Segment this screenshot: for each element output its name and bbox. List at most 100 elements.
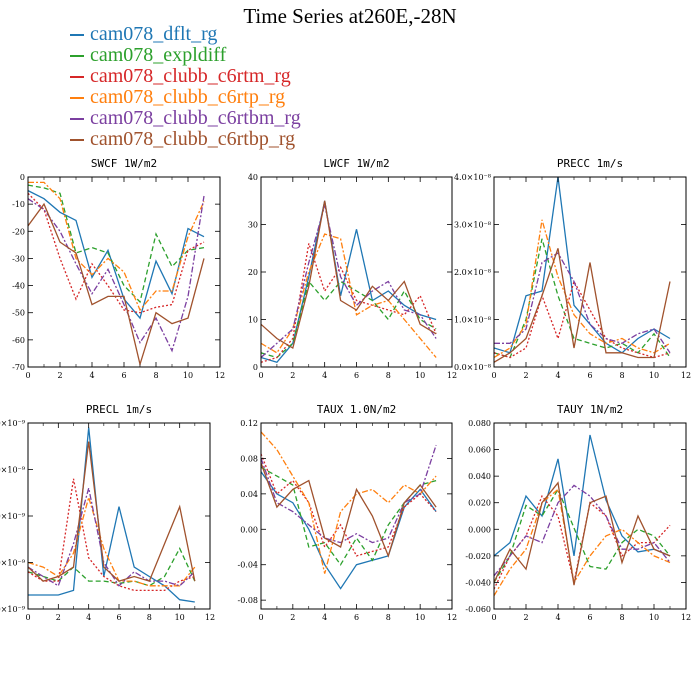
x-tick-label: 2 xyxy=(56,613,61,622)
series-line-cam078_clubb_c6rtp_rg xyxy=(28,495,196,587)
series-line-cam078_expldiff xyxy=(28,184,205,304)
legend-swatch xyxy=(70,75,84,78)
x-tick-label: 10 xyxy=(649,613,659,622)
series-line-cam078_clubb_c6rtm_rg xyxy=(28,192,205,314)
x-tick-label: 2 xyxy=(523,613,528,622)
series-line-cam078_clubb_c6rtbm_rg xyxy=(494,484,671,577)
x-tick-label: 4 xyxy=(555,371,560,380)
y-tick-label: 1.0×10⁻⁸ xyxy=(454,316,491,325)
x-tick-label: 8 xyxy=(153,371,158,380)
series-line-cam078_dflt_rg xyxy=(28,190,205,320)
y-tick-label: -0.040 xyxy=(465,578,491,587)
x-tick-label: 8 xyxy=(386,613,391,622)
y-tick-label: -20 xyxy=(12,227,25,236)
x-tick-label: 4 xyxy=(86,613,91,622)
y-tick-label: 0.020 xyxy=(468,499,491,508)
x-tick-label: 12 xyxy=(205,613,215,622)
chart-title: Time Series at260E,-28N xyxy=(243,4,457,28)
legend-label: cam078_dflt_rg xyxy=(90,23,218,45)
panel: SWCF 1W/m2 0 2 4 6 8 10 12 -70 -60 -50 -40 -30 -20 -10… xyxy=(12,157,225,380)
series-line-cam078_clubb_c6rtp_rg xyxy=(261,233,437,358)
x-tick-label: 0 xyxy=(491,613,496,622)
x-tick-label: 0 xyxy=(25,613,30,622)
legend-item: cam078_clubb_c6rtp_rg xyxy=(70,87,301,108)
series-line-cam078_expldiff xyxy=(28,547,196,587)
legend-label: cam078_clubb_c6rtm_rg xyxy=(90,65,291,87)
x-tick-label: 10 xyxy=(415,613,425,622)
y-tick-label: 1.0×10⁻⁹ xyxy=(0,559,26,568)
x-tick-label: 12 xyxy=(681,371,691,380)
series-line-cam078_dflt_rg xyxy=(494,177,671,354)
x-tick-label: 2 xyxy=(290,371,295,380)
x-tick-label: 2 xyxy=(290,613,295,622)
y-tick-label: 2.0×10⁻⁸ xyxy=(454,268,491,277)
y-tick-label: -10 xyxy=(12,200,25,209)
series-line-cam078_clubb_c6rtbp_rg xyxy=(494,248,671,363)
y-tick-label: 30 xyxy=(248,221,258,230)
series-line-cam078_clubb_c6rtp_rg xyxy=(494,219,671,359)
series-line-cam078_clubb_c6rtm_rg xyxy=(28,478,195,592)
x-tick-label: 4 xyxy=(89,371,94,380)
series-line-cam078_clubb_c6rtp_rg xyxy=(28,181,205,312)
y-tick-label: 0.060 xyxy=(468,446,491,455)
y-tick-label: 4.0×10⁻⁸ xyxy=(454,173,491,182)
x-tick-label: 6 xyxy=(354,371,359,380)
y-tick-label: 0.0×10⁻⁸ xyxy=(454,363,491,372)
panel: LWCF 1W/m2 0 2 4 6 8 10 12 0 10 20 30 40 xyxy=(248,157,457,380)
x-tick-label: 10 xyxy=(649,371,659,380)
panel: PRECL 1m/s 0 2 4 6 8 10 12 0.0×10⁻⁹ 1.0×10⁻⁹ 2.0×1… xyxy=(0,403,215,622)
panel-title: PRECC 1m/s xyxy=(557,157,623,170)
legend-item: cam078_clubb_c6rtbp_rg xyxy=(70,129,301,150)
series-line-cam078_clubb_c6rtm_rg xyxy=(261,243,437,363)
x-tick-label: 12 xyxy=(447,371,457,380)
x-tick-label: 8 xyxy=(619,613,624,622)
series-line-cam078_dflt_rg xyxy=(28,427,195,603)
legend-swatch xyxy=(70,33,84,36)
legend-label: cam078_clubb_c6rtbp_rg xyxy=(90,128,296,150)
series-line-cam078_clubb_c6rtp_rg xyxy=(261,431,437,574)
x-tick-label: 6 xyxy=(587,371,592,380)
x-tick-label: 10 xyxy=(175,613,185,622)
x-tick-label: 12 xyxy=(681,613,691,622)
series-line-cam078_clubb_c6rtm_rg xyxy=(494,279,671,359)
y-tick-label: -0.08 xyxy=(237,596,258,605)
y-tick-label: 3.0×10⁻⁹ xyxy=(0,466,26,475)
x-tick-label: 10 xyxy=(415,371,425,380)
panel: PRECC 1m/s 0 2 4 6 8 10 12 0.0×10⁻⁸ 1.0×10⁻⁸ 2.0×1… xyxy=(454,157,691,380)
series-line-cam078_dflt_rg xyxy=(261,471,437,590)
x-tick-label: 12 xyxy=(447,613,457,622)
x-tick-label: 0 xyxy=(258,371,263,380)
y-tick-label: 0.08 xyxy=(240,454,258,463)
series-line-cam078_clubb_c6rtbm_rg xyxy=(494,252,671,354)
y-tick-label: 0.0×10⁻⁹ xyxy=(0,605,26,614)
y-tick-label: -40 xyxy=(12,282,25,291)
y-tick-label: -0.060 xyxy=(465,605,491,614)
x-tick-label: 6 xyxy=(587,613,592,622)
y-tick-label: 20 xyxy=(248,268,258,277)
x-tick-label: 8 xyxy=(386,371,391,380)
legend-label: cam078_expldiff xyxy=(90,44,227,66)
series-line-cam078_clubb_c6rtbp_rg xyxy=(28,441,196,582)
x-tick-label: 6 xyxy=(354,613,359,622)
x-tick-label: 2 xyxy=(523,371,528,380)
panel-title: TAUX 1.0N/m2 xyxy=(317,403,396,416)
plot-frame xyxy=(260,422,453,610)
x-tick-label: 0 xyxy=(25,371,30,380)
series-line-cam078_clubb_c6rtbp_rg xyxy=(261,200,437,350)
x-tick-label: 8 xyxy=(147,613,152,622)
series-line-cam078_clubb_c6rtm_rg xyxy=(261,453,437,557)
panel: TAUX 1.0N/m2 0 2 4 6 8 10 12 -0.08 -0.04 0.00 0.04 0… xyxy=(237,403,457,622)
y-tick-label: 0.040 xyxy=(468,472,491,481)
panel: TAUY 1N/m2 0 2 4 6 8 10 12 -0.060 -0.040 -0.020 0.0… xyxy=(465,403,691,622)
x-tick-label: 8 xyxy=(619,371,624,380)
legend-label: cam078_clubb_c6rtp_rg xyxy=(90,86,286,108)
series-line-cam078_clubb_c6rtp_rg xyxy=(494,488,671,597)
y-tick-label: 2.0×10⁻⁹ xyxy=(0,512,26,521)
y-tick-label: -30 xyxy=(12,254,25,263)
series-line-cam078_dflt_rg xyxy=(494,434,671,557)
series-line-cam078_clubb_c6rtbp_rg xyxy=(28,202,205,367)
series-line-cam078_clubb_c6rtbm_rg xyxy=(28,487,196,587)
legend-item: cam078_clubb_c6rtm_rg xyxy=(70,66,301,87)
panel-title: SWCF 1W/m2 xyxy=(91,157,157,170)
